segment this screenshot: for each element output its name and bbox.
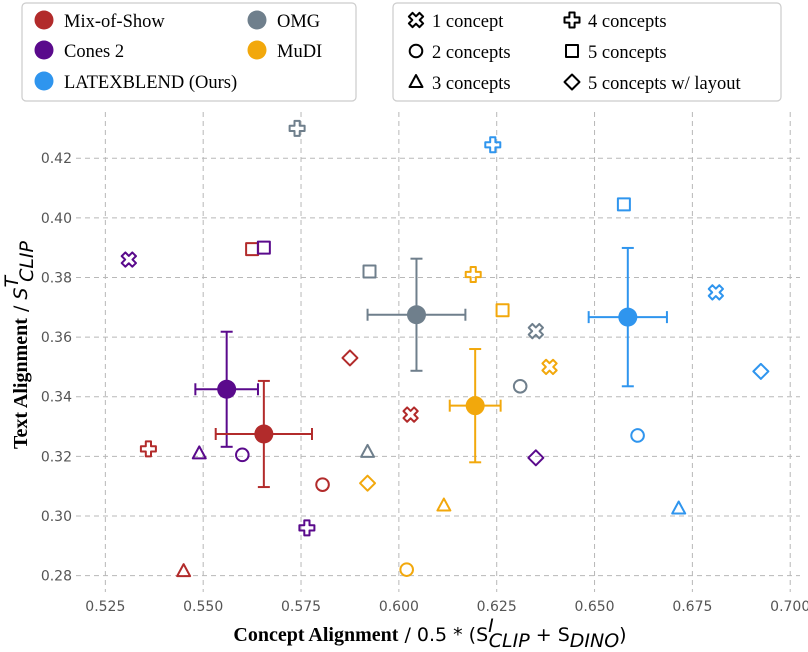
point-mudi-circle: [399, 562, 414, 577]
legend-plus-icon: [563, 11, 581, 29]
mean-marker-mudi: [465, 396, 485, 416]
legend-latexblend-label: LATEXBLEND (Ours): [64, 73, 237, 93]
mean-marker-cones2: [217, 379, 237, 399]
legend-mixofshow-label: Mix-of-Show: [64, 12, 165, 32]
legend-5-concepts-layout-label: 5 concepts w/ layout: [588, 74, 741, 94]
x-tick-label: 0.550: [183, 599, 223, 615]
legend-mudi-swatch: [247, 40, 267, 60]
mean-marker-latexblend: [618, 307, 638, 327]
legend-methods-box: [21, 2, 357, 102]
error-bars: [194, 246, 668, 489]
mean-marker-mixofshow: [254, 424, 274, 444]
x-tick-label: 0.650: [574, 599, 614, 615]
point-latexblend-square: [616, 197, 631, 212]
legend-mudi-label: MuDI: [277, 42, 322, 62]
x-tick-label: 0.675: [672, 599, 712, 615]
point-cones2-diamond: [527, 449, 545, 467]
point-mixofshow-diamond: [341, 349, 359, 367]
legend-diamond-icon: [563, 73, 581, 91]
point-omg-circle: [512, 378, 528, 394]
y-tick-label: 0.42: [41, 151, 72, 167]
point-omg-x-cross: [527, 322, 544, 340]
point-cones2-plus: [298, 519, 316, 537]
legend-omg-label: OMG: [277, 12, 320, 32]
point-cones2-circle: [235, 447, 250, 463]
point-omg-triangle: [360, 443, 376, 458]
x-tick-labels: 0.525 0.550 0.575 0.600 0.625 0.650 0.675 0.700: [85, 599, 808, 615]
point-cones2-square: [256, 240, 271, 255]
y-tick-label: 0.38: [41, 270, 72, 286]
point-mudi-x-cross: [541, 358, 558, 376]
point-omg-square: [362, 264, 377, 279]
x-tick-label: 0.575: [281, 599, 321, 615]
point-cones2-triangle: [191, 445, 207, 460]
point-latexblend-plus: [484, 136, 502, 154]
point-mudi-square: [495, 303, 510, 318]
legend-2-concepts-label: 2 concepts: [432, 43, 511, 63]
y-tick-label: 0.28: [41, 569, 72, 585]
mean-marker-omg: [406, 305, 426, 325]
x-axis-title: Concept Alignment / 0.5 * (SI CLIP + SDIN…: [233, 615, 626, 652]
x-tick-label: 0.600: [379, 599, 419, 615]
legend-latexblend-swatch: [34, 71, 54, 91]
point-latexblend-diamond: [752, 362, 770, 380]
legend-concepts: 1 concept 4 concepts 2 concepts 5 concep…: [392, 2, 782, 102]
legend-square-icon: [565, 44, 579, 58]
point-cones2-x-cross: [120, 251, 137, 268]
legend-x-cross-icon: [407, 11, 425, 29]
legend-concepts-box: [392, 2, 782, 102]
legend-5-concepts-label: 5 concepts: [588, 43, 667, 63]
legend-3-concepts-label: 3 concepts: [432, 74, 511, 94]
legend-omg-swatch: [247, 10, 267, 30]
legend-mixofshow-swatch: [34, 10, 54, 30]
data-points: [120, 119, 770, 578]
point-mixofshow-plus: [139, 440, 157, 458]
y-tick-label: 0.34: [41, 390, 72, 406]
point-mudi-diamond: [359, 474, 377, 492]
mean-markers: [217, 305, 638, 444]
legend-circle-icon: [408, 43, 424, 59]
x-tick-label: 0.525: [85, 599, 125, 615]
legend-cones2-swatch: [34, 40, 54, 60]
point-latexblend-x-cross: [707, 284, 724, 301]
point-latexblend-triangle: [671, 500, 687, 515]
point-mixofshow-circle: [315, 477, 330, 492]
legend-1-concept-label: 1 concept: [432, 12, 504, 32]
y-tick-label: 0.30: [41, 509, 72, 525]
point-mixofshow-square: [245, 242, 260, 257]
legend-4-concepts-label: 4 concepts: [588, 12, 667, 32]
legend-triangle-icon: [408, 74, 424, 88]
y-tick-label: 0.36: [41, 330, 72, 346]
y-tick-label: 0.40: [41, 211, 72, 227]
y-axis-title: Text Alignment / STCLIP: [1, 240, 38, 449]
grid: [76, 112, 800, 592]
point-mixofshow-triangle: [176, 563, 192, 578]
point-omg-plus: [288, 119, 306, 137]
point-mudi-plus: [464, 265, 482, 283]
point-mudi-triangle: [436, 497, 452, 512]
point-mixofshow-x-cross: [402, 406, 419, 423]
y-tick-labels: 0.28 0.30 0.32 0.34 0.36 0.38 0.40 0.42: [41, 151, 72, 584]
x-tick-label: 0.700: [770, 599, 808, 615]
point-latexblend-circle: [630, 428, 645, 443]
legend-methods: Mix-of-Show Cones 2 LATEXBLEND (Ours) OM…: [21, 2, 357, 102]
y-tick-label: 0.32: [41, 449, 72, 465]
x-tick-label: 0.625: [477, 599, 517, 615]
legend-cones2-label: Cones 2: [64, 42, 124, 62]
